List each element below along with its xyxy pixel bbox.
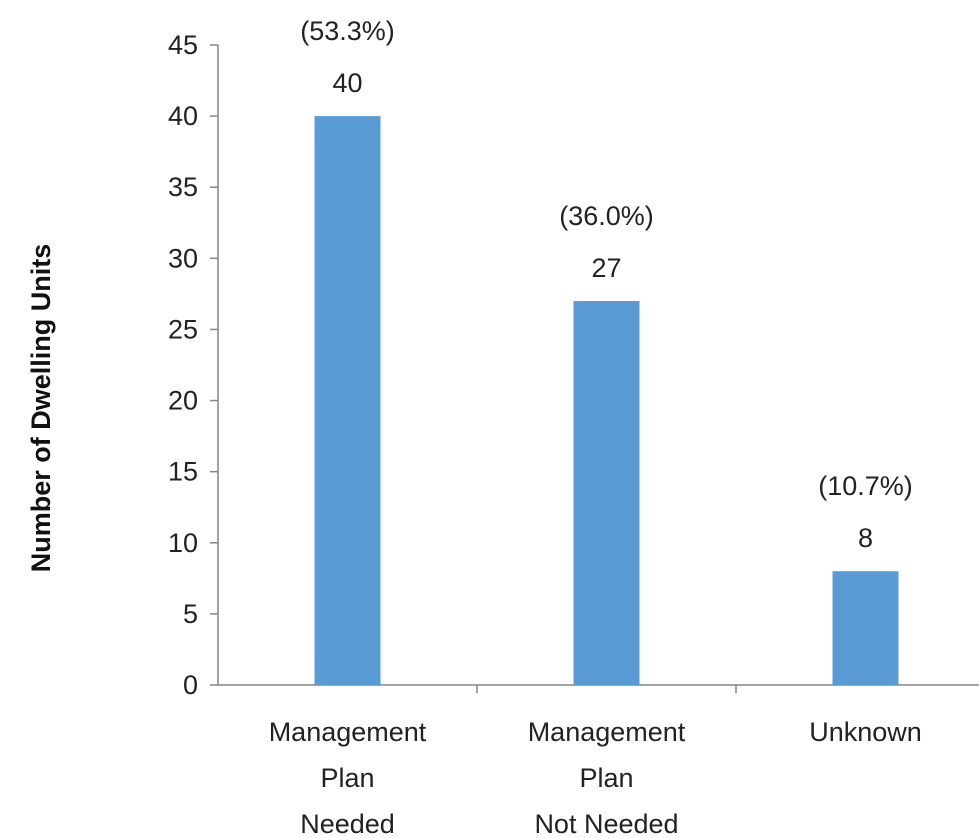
y-tick-label: 25 [168, 314, 198, 344]
data-labels: 40 (53.3%) 27 (36.0%) 8 (10.7%) [300, 16, 913, 553]
category-label: Management [528, 717, 686, 747]
value-label: 8 [858, 523, 873, 553]
y-axis: 0 5 10 15 20 25 30 35 40 45 [168, 30, 219, 700]
category-label: Unknown [809, 717, 922, 747]
y-tick-label: 35 [168, 172, 198, 202]
y-tick-label: 15 [168, 457, 198, 487]
bar [314, 116, 381, 686]
percent-label: (36.0%) [559, 201, 654, 231]
y-tick-label: 0 [183, 670, 198, 700]
category-label: Plan [320, 763, 374, 793]
percent-label: (10.7%) [818, 471, 913, 501]
bar [832, 571, 899, 685]
category-label: Needed [300, 809, 395, 838]
y-axis-label: Number of Dwelling Units [26, 244, 56, 573]
y-tick-label: 20 [168, 386, 198, 416]
value-label: 40 [332, 68, 362, 98]
percent-label: (53.3%) [300, 16, 395, 46]
bars [314, 116, 899, 686]
x-axis: Management Plan Needed Management Plan Not Ne… [218, 684, 979, 838]
y-tick-label: 10 [168, 528, 198, 558]
value-label: 27 [591, 253, 621, 283]
y-tick-label: 30 [168, 243, 198, 273]
category-label: Not Needed [534, 809, 678, 838]
bar [573, 301, 640, 685]
y-tick-label: 45 [168, 30, 198, 60]
category-label: Management [269, 717, 427, 747]
category-label: Plan [579, 763, 633, 793]
y-tick-label: 40 [168, 101, 198, 131]
y-tick-label: 5 [183, 599, 198, 629]
